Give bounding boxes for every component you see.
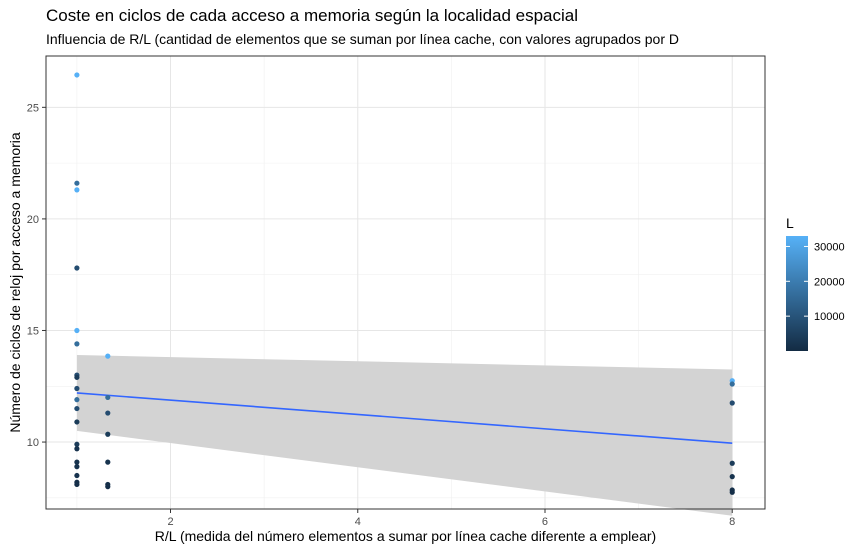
data-point [74,459,80,465]
chart-title: Coste en ciclos de cada acceso a memoria… [46,6,579,25]
y-axis-label: Número de ciclos de reloj por acceso a m… [7,132,23,433]
data-point [729,489,735,495]
color-legend: L 10000 20000 30000 [786,215,845,351]
data-point [105,353,111,359]
data-point [74,180,80,186]
x-tick-label: 4 [355,516,361,528]
legend-title: L [786,215,794,231]
x-axis-label: R/L (medida del número elementos a sumar… [155,528,656,544]
x-tick-label: 6 [542,516,548,528]
y-tick-label: 10 [27,437,39,449]
data-point [74,265,80,271]
data-point [74,446,80,452]
legend-tick-label: 10000 [814,311,845,323]
data-point [729,474,735,480]
confidence-band [76,355,733,516]
data-point [729,381,735,387]
legend-tick-label: 30000 [814,241,845,253]
data-points [74,72,735,495]
y-axis-ticks: 10 15 20 25 [27,102,46,449]
y-tick-label: 15 [27,325,39,337]
data-point [74,385,80,392]
x-axis-ticks: 2 4 6 8 [167,509,735,528]
data-point [74,441,80,447]
chart-subtitle: Influencia de R/L (cantidad de elementos… [46,31,679,47]
data-point [729,400,735,406]
y-tick-label: 20 [27,214,39,226]
data-point [74,419,80,425]
data-point [74,397,80,403]
trend-line [76,392,733,444]
x-tick-label: 2 [167,516,173,528]
data-point [74,187,80,193]
data-point [74,405,80,412]
data-point [74,464,80,470]
data-point [105,459,111,465]
data-point [105,431,111,437]
data-point [74,341,80,347]
x-tick-label: 8 [729,516,735,528]
legend-colorbar [786,236,808,351]
panel-border [45,55,766,510]
data-point [105,410,111,416]
data-point [74,327,80,334]
data-point [105,484,111,490]
legend-ticks: 10000 20000 30000 [786,241,845,323]
data-point [105,394,111,401]
y-tick-label: 25 [27,102,39,114]
legend-tick-label: 20000 [814,276,845,288]
data-point [74,374,80,380]
data-point [74,472,80,479]
data-point [74,481,80,488]
data-point [729,460,735,466]
data-point [74,72,80,78]
